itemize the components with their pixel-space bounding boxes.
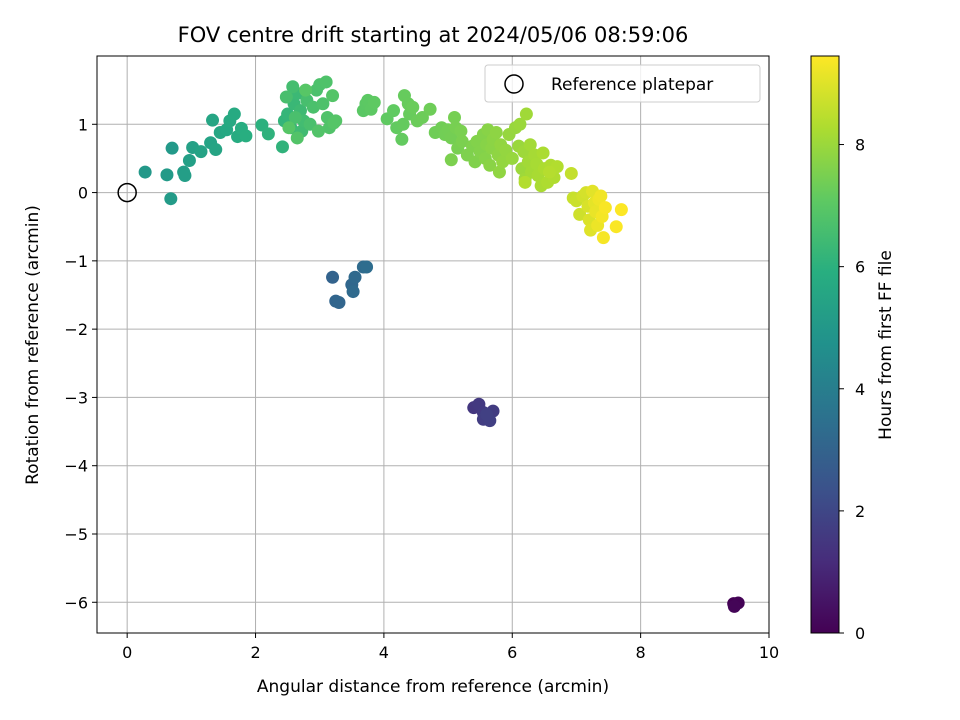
data-point bbox=[182, 153, 196, 167]
data-point bbox=[727, 599, 741, 613]
data-point bbox=[609, 220, 623, 234]
y-tick-label: 1 bbox=[78, 115, 88, 134]
data-point bbox=[406, 100, 420, 114]
data-point bbox=[614, 203, 628, 217]
data-point bbox=[164, 192, 178, 206]
data-point bbox=[536, 146, 550, 160]
legend-entry-reference: Reference platepar bbox=[551, 75, 713, 95]
data-point bbox=[492, 165, 506, 179]
x-axis-label: Angular distance from reference (arcmin) bbox=[257, 677, 609, 697]
y-tick-label: −1 bbox=[64, 252, 88, 271]
data-point bbox=[319, 75, 333, 89]
x-tick-label: 4 bbox=[379, 643, 389, 662]
grid-lines bbox=[97, 56, 770, 633]
data-point bbox=[261, 127, 275, 141]
data-point bbox=[444, 131, 458, 145]
y-axis-label: Rotation from reference (arcmin) bbox=[23, 205, 43, 485]
colorbar-tick-label: 2 bbox=[855, 502, 865, 521]
y-tick-label: −3 bbox=[64, 388, 88, 407]
data-point bbox=[286, 80, 300, 94]
data-point bbox=[483, 158, 497, 172]
data-point bbox=[316, 97, 330, 111]
x-tick-label: 2 bbox=[250, 643, 260, 662]
data-point bbox=[598, 201, 612, 215]
reference-marker-layer bbox=[117, 182, 137, 203]
legend: Reference platepar bbox=[484, 64, 761, 103]
y-tick-label: −2 bbox=[64, 320, 88, 339]
data-point bbox=[415, 110, 429, 124]
y-axis-ticks: 1 0 −1 −2 −3 −4 −5 −6 bbox=[64, 115, 97, 612]
data-point bbox=[468, 155, 482, 169]
data-point bbox=[523, 138, 537, 152]
colorbar-ticks: 0 2 4 6 8 bbox=[839, 136, 865, 643]
data-point bbox=[505, 151, 519, 165]
x-tick-label: 0 bbox=[122, 643, 132, 662]
data-point bbox=[227, 107, 241, 121]
data-point bbox=[423, 102, 437, 116]
chart-title: FOV centre drift starting at 2024/05/06 … bbox=[178, 23, 689, 47]
x-tick-label: 10 bbox=[759, 643, 779, 662]
data-point bbox=[596, 231, 610, 245]
data-point bbox=[209, 143, 223, 157]
data-point bbox=[444, 153, 458, 167]
colorbar-tick-label: 8 bbox=[855, 136, 865, 155]
colorbar bbox=[810, 55, 840, 634]
data-point bbox=[518, 175, 532, 189]
data-point bbox=[448, 110, 462, 124]
y-tick-label: −5 bbox=[64, 525, 88, 544]
data-point bbox=[327, 116, 341, 130]
legend-box bbox=[484, 64, 761, 103]
data-point bbox=[311, 124, 325, 138]
data-point bbox=[513, 117, 527, 131]
data-point bbox=[573, 207, 587, 221]
data-point bbox=[564, 166, 578, 180]
y-tick-label: −4 bbox=[64, 457, 88, 476]
data-point bbox=[279, 90, 293, 104]
data-point bbox=[454, 124, 468, 138]
plot-frame bbox=[96, 55, 770, 634]
data-point bbox=[160, 168, 174, 182]
data-point bbox=[326, 89, 340, 103]
data-point bbox=[480, 407, 494, 421]
legend-marker-icon bbox=[504, 74, 524, 94]
colorbar-tick-label: 4 bbox=[855, 380, 865, 399]
data-point bbox=[542, 165, 556, 179]
data-point bbox=[288, 110, 302, 124]
data-point bbox=[367, 95, 381, 109]
x-tick-label: 6 bbox=[507, 643, 517, 662]
data-point bbox=[396, 117, 410, 131]
data-point bbox=[275, 140, 289, 154]
data-point bbox=[282, 121, 296, 135]
data-point bbox=[138, 165, 152, 179]
data-point bbox=[290, 131, 304, 145]
data-points bbox=[138, 75, 745, 613]
data-point bbox=[360, 260, 374, 274]
data-point bbox=[239, 129, 253, 143]
x-tick-label: 8 bbox=[636, 643, 646, 662]
data-point bbox=[387, 104, 401, 118]
data-point bbox=[489, 125, 503, 139]
colorbar-label: Hours from first FF file bbox=[876, 250, 896, 440]
colorbar-tick-label: 0 bbox=[855, 624, 865, 643]
y-tick-label: −6 bbox=[64, 593, 88, 612]
data-point bbox=[395, 132, 409, 146]
data-point bbox=[299, 83, 313, 97]
data-point bbox=[594, 189, 608, 203]
data-point bbox=[178, 168, 192, 182]
data-point bbox=[346, 285, 360, 299]
data-point bbox=[348, 270, 362, 284]
data-point bbox=[455, 134, 469, 148]
data-point bbox=[519, 107, 533, 121]
data-point bbox=[194, 145, 208, 159]
colorbar-tick-label: 6 bbox=[855, 258, 865, 277]
y-tick-label: 0 bbox=[78, 184, 88, 203]
reference-platepar-marker bbox=[117, 182, 137, 203]
data-point bbox=[206, 113, 220, 127]
data-point bbox=[326, 270, 340, 284]
x-axis-ticks: 0 2 4 6 8 10 bbox=[122, 633, 779, 662]
data-point bbox=[165, 141, 179, 155]
data-point bbox=[332, 296, 346, 310]
